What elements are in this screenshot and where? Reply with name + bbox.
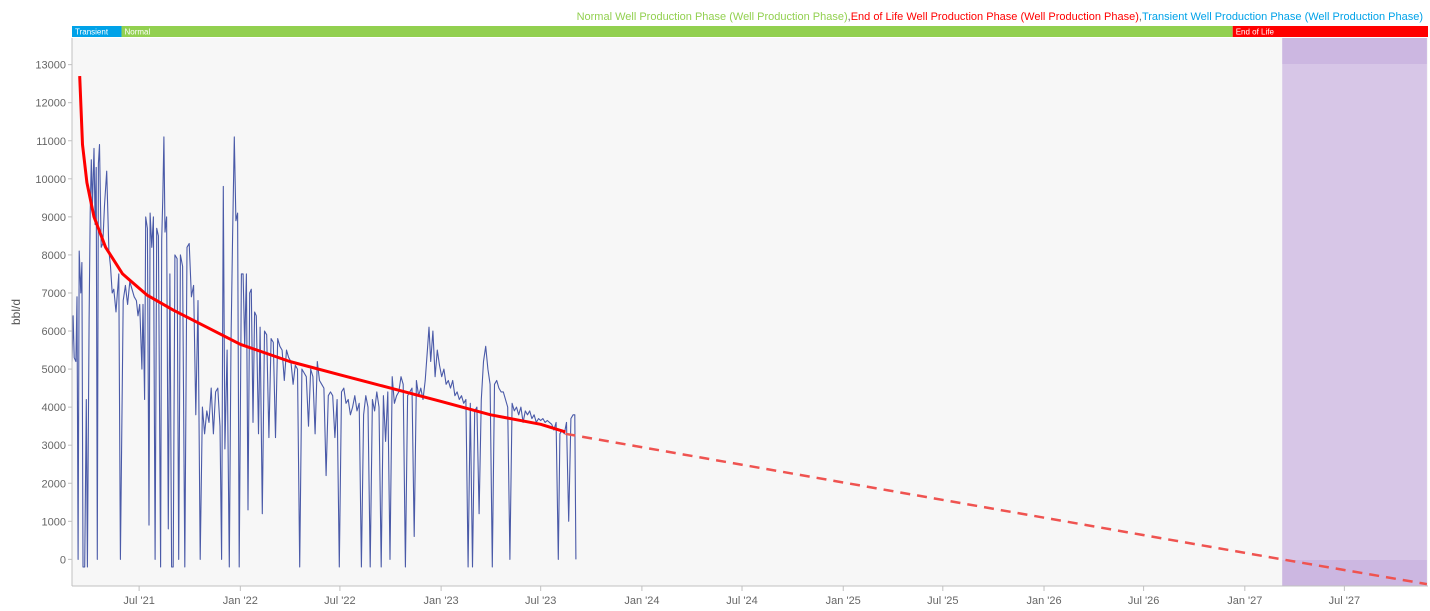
phase-band-label: End of Life bbox=[1236, 28, 1275, 37]
plot-area bbox=[72, 38, 1428, 586]
y-tick-label: 3000 bbox=[42, 440, 66, 452]
x-tick-label: Jan '24 bbox=[624, 595, 659, 607]
y-axis-ticks: 0 1000 2000 3000 4000 5000 6000 7000 8000 9000 100… bbox=[35, 60, 72, 566]
y-tick-label: 10000 bbox=[35, 174, 66, 186]
x-tick-label: Jan '25 bbox=[826, 595, 861, 607]
y-tick-label: 2000 bbox=[42, 478, 66, 490]
phase-band-label: Normal bbox=[125, 28, 151, 37]
x-tick-label: Jul '26 bbox=[1128, 595, 1159, 607]
legend-item: End of Life Well Production Phase (Well … bbox=[851, 11, 1139, 23]
y-tick-label: 1000 bbox=[42, 516, 66, 528]
y-tick-label: 8000 bbox=[42, 250, 66, 262]
y-tick-label: 13000 bbox=[35, 60, 66, 72]
legend-separator: , bbox=[848, 11, 851, 23]
x-tick-label: Jul '25 bbox=[927, 595, 958, 607]
well-depleted-band bbox=[1282, 38, 1427, 586]
y-tick-label: 6000 bbox=[42, 326, 66, 338]
x-tick-label: Jan '26 bbox=[1026, 595, 1061, 607]
phase-band-segment bbox=[1232, 26, 1428, 37]
x-tick-label: Jul '24 bbox=[726, 595, 757, 607]
x-tick-label: Jan '27 bbox=[1227, 595, 1262, 607]
series-line-final-well-prediction-forecast bbox=[565, 432, 1428, 586]
phase-band-label: Transient bbox=[75, 28, 109, 37]
x-tick-label: Jan '22 bbox=[223, 595, 258, 607]
legend-item: Normal Well Production Phase (Well Produ… bbox=[577, 11, 848, 23]
series-line-final-well-prediction bbox=[78, 76, 566, 434]
y-tick-label: 12000 bbox=[35, 98, 66, 110]
axes bbox=[71, 38, 1428, 587]
x-axis-ticks: Jul '21 Jan '22 Jul '22 Jan '23 Jul '23 Jan '… bbox=[123, 586, 1360, 607]
series-group bbox=[72, 76, 1428, 586]
well-depleted-region bbox=[1282, 38, 1427, 586]
well-depleted-band-top bbox=[1282, 38, 1427, 64]
phase-legend: Transient Well Production Phase (Well Pr… bbox=[577, 11, 1423, 23]
phase-band-segment bbox=[72, 26, 122, 37]
phase-band: Transient Normal End of Life bbox=[72, 26, 1428, 37]
x-tick-label: Jul '23 bbox=[525, 595, 556, 607]
legend-separator: , bbox=[1139, 11, 1142, 23]
y-tick-label: 0 bbox=[60, 554, 66, 566]
y-tick-label: 7000 bbox=[42, 288, 66, 300]
y-tick-label: 9000 bbox=[42, 212, 66, 224]
series-line-production-rate bbox=[72, 136, 577, 568]
y-tick-label: 4000 bbox=[42, 402, 66, 414]
y-tick-label: 5000 bbox=[42, 364, 66, 376]
y-axis-label: bbl/d bbox=[9, 299, 23, 325]
x-tick-label: Jan '23 bbox=[424, 595, 459, 607]
x-tick-label: Jul '21 bbox=[123, 595, 154, 607]
x-tick-label: Jul '22 bbox=[324, 595, 355, 607]
legend-item: Transient Well Production Phase (Well Pr… bbox=[1142, 11, 1423, 23]
phase-band-segment bbox=[121, 26, 1233, 37]
x-tick-label: Jul '27 bbox=[1329, 595, 1360, 607]
y-tick-label: 11000 bbox=[36, 136, 66, 148]
